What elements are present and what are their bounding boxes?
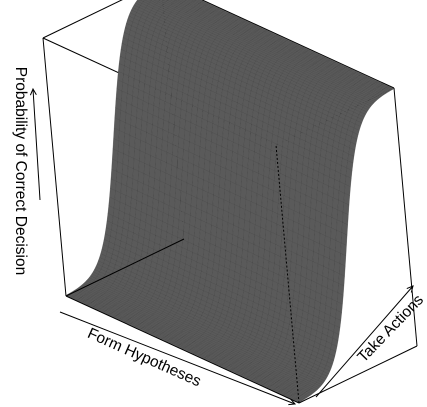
box-edge [42, 37, 67, 297]
probability-surface [65, 0, 395, 403]
z-axis-label: Probability of Correct Decision [12, 67, 29, 275]
box-edge [393, 87, 418, 347]
box-edge [42, 0, 123, 39]
z-axis-arrow [32, 88, 41, 201]
box-edge [201, 0, 395, 89]
y-axis-label: Take Actions [354, 291, 427, 366]
